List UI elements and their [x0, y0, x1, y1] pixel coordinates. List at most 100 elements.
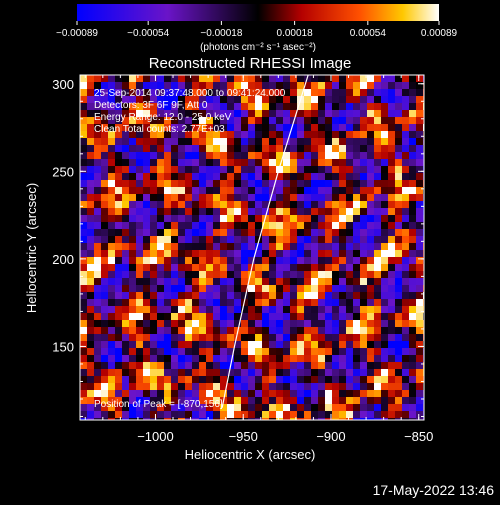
- heatmap-cell: [346, 362, 353, 369]
- heatmap-cell: [325, 327, 332, 334]
- heatmap-cell: [262, 306, 269, 313]
- heatmap-cell: [353, 264, 360, 271]
- heatmap-cell: [381, 411, 388, 418]
- heatmap-cell: [395, 96, 402, 103]
- heatmap-cell: [311, 208, 318, 215]
- heatmap-cell: [248, 292, 255, 299]
- heatmap-cell: [353, 397, 360, 404]
- heatmap-cell: [290, 271, 297, 278]
- heatmap-cell: [185, 411, 192, 418]
- heatmap-cell: [381, 418, 388, 420]
- heatmap-cell: [220, 138, 227, 145]
- heatmap-cell: [185, 292, 192, 299]
- heatmap-cell: [115, 166, 122, 173]
- heatmap-cell: [157, 376, 164, 383]
- heatmap-cell: [171, 292, 178, 299]
- heatmap-cell: [220, 194, 227, 201]
- heatmap-cell: [234, 75, 241, 82]
- heatmap-cell: [346, 306, 353, 313]
- heatmap-cell: [262, 75, 269, 82]
- heatmap-cell: [353, 271, 360, 278]
- heatmap-cell: [304, 243, 311, 250]
- heatmap-cell: [199, 82, 206, 89]
- heatmap-cell: [325, 138, 332, 145]
- heatmap-cell: [388, 334, 395, 341]
- heatmap-cell: [346, 236, 353, 243]
- heatmap-cell: [122, 159, 129, 166]
- heatmap-cell: [227, 75, 234, 82]
- heatmap-cell: [199, 215, 206, 222]
- heatmap-cell: [136, 327, 143, 334]
- heatmap-cell: [325, 313, 332, 320]
- heatmap-cell: [332, 96, 339, 103]
- heatmap-cell: [129, 390, 136, 397]
- heatmap-cell: [157, 257, 164, 264]
- heatmap-cell: [283, 173, 290, 180]
- heatmap-cell: [143, 390, 150, 397]
- heatmap-cell: [325, 145, 332, 152]
- heatmap-cell: [150, 348, 157, 355]
- heatmap-cell: [136, 222, 143, 229]
- heatmap-cell: [143, 208, 150, 215]
- heatmap-cell: [297, 306, 304, 313]
- heatmap-cell: [402, 159, 409, 166]
- heatmap-cell: [290, 222, 297, 229]
- heatmap-cell: [290, 404, 297, 411]
- heatmap-cell: [115, 152, 122, 159]
- heatmap-cell: [346, 166, 353, 173]
- heatmap-cell: [255, 145, 262, 152]
- heatmap-cell: [367, 418, 374, 420]
- heatmap-cell: [297, 187, 304, 194]
- heatmap-cell: [136, 292, 143, 299]
- heatmap-cell: [304, 229, 311, 236]
- heatmap-cell: [129, 306, 136, 313]
- heatmap-cell: [409, 145, 416, 152]
- heatmap-cell: [248, 96, 255, 103]
- heatmap-cell: [157, 180, 164, 187]
- heatmap-cell: [283, 187, 290, 194]
- heatmap-cell: [297, 250, 304, 257]
- heatmap-cell: [206, 145, 213, 152]
- heatmap-cell: [171, 383, 178, 390]
- heatmap-cell: [101, 327, 108, 334]
- heatmap-cell: [276, 369, 283, 376]
- heatmap-cell: [80, 313, 87, 320]
- heatmap-cell: [388, 411, 395, 418]
- heatmap-cell: [360, 131, 367, 138]
- heatmap-cell: [241, 117, 248, 124]
- heatmap-cell: [178, 299, 185, 306]
- heatmap-cell: [220, 320, 227, 327]
- heatmap-cell: [381, 327, 388, 334]
- heatmap-cell: [269, 327, 276, 334]
- heatmap-cell: [381, 271, 388, 278]
- heatmap-cell: [108, 75, 115, 82]
- heatmap-cell: [241, 159, 248, 166]
- heatmap-cell: [367, 369, 374, 376]
- heatmap-cell: [206, 75, 213, 82]
- heatmap-cell: [101, 180, 108, 187]
- heatmap-cell: [94, 229, 101, 236]
- heatmap-cell: [290, 369, 297, 376]
- heatmap-cell: [374, 327, 381, 334]
- heatmap-cell: [143, 110, 150, 117]
- heatmap-cell: [143, 264, 150, 271]
- heatmap-cell: [395, 257, 402, 264]
- heatmap-cell: [115, 411, 122, 418]
- heatmap-cell: [262, 96, 269, 103]
- heatmap-cell: [311, 187, 318, 194]
- heatmap-cell: [346, 159, 353, 166]
- heatmap-cell: [206, 82, 213, 89]
- heatmap-cell: [262, 320, 269, 327]
- heatmap-cell: [157, 194, 164, 201]
- heatmap-cell: [108, 222, 115, 229]
- heatmap-cell: [402, 110, 409, 117]
- heatmap-cell: [108, 215, 115, 222]
- heatmap-cell: [171, 117, 178, 124]
- heatmap-cell: [213, 292, 220, 299]
- heatmap-cell: [360, 355, 367, 362]
- heatmap-cell: [332, 208, 339, 215]
- heatmap-cell: [332, 131, 339, 138]
- heatmap-cell: [185, 404, 192, 411]
- heatmap-cell: [325, 418, 332, 420]
- heatmap-cell: [241, 411, 248, 418]
